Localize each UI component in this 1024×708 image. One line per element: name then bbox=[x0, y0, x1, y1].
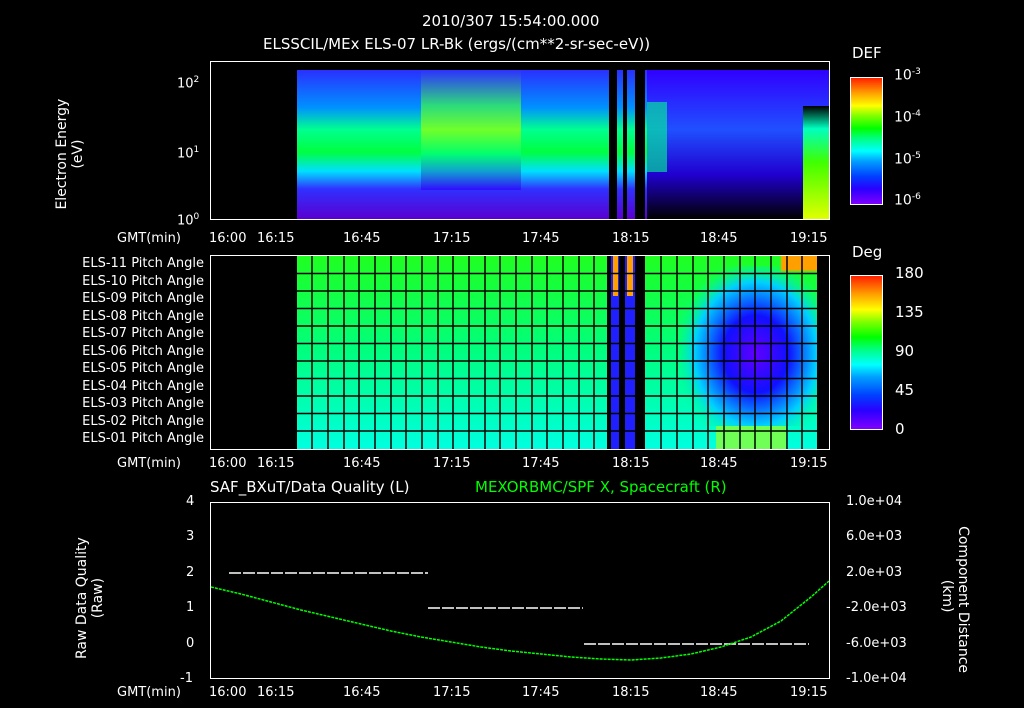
panel3-right-title: MEXORBMC/SPF X, Spacecraft (R) bbox=[475, 478, 727, 496]
deg-colorbar-title: Deg bbox=[852, 243, 883, 261]
panel1-time-tick: 17:45 bbox=[522, 231, 560, 246]
panel2-time-tick: 17:45 bbox=[522, 456, 560, 471]
plot-timestamp: 2010/307 15:54:00.000 bbox=[422, 12, 600, 30]
panel1-time-tick: 18:15 bbox=[612, 231, 650, 246]
left-ytick: -1 bbox=[180, 671, 193, 686]
panel2-time-tick: 19:15 bbox=[790, 456, 828, 471]
panel3-time-tick: 16:45 bbox=[343, 685, 381, 700]
panel3-time-tick: 16:15 bbox=[257, 685, 295, 700]
panel1-time-axis-label: GMT(min) bbox=[117, 231, 181, 246]
right-ytick: 1.0e+04 bbox=[846, 494, 903, 509]
pitch-angle-heatmap bbox=[210, 255, 830, 450]
panel1-time-tick: 18:45 bbox=[700, 231, 738, 246]
panel2-time-tick: 17:15 bbox=[433, 456, 471, 471]
deg-colorbar-tick: 45 bbox=[895, 381, 915, 399]
panel1-ytick-1: 100 bbox=[177, 212, 200, 229]
panel1-time-tick: 19:15 bbox=[790, 231, 828, 246]
right-ytick: 2.0e+03 bbox=[846, 565, 903, 580]
def-colorbar-tick-1e-3: 10-3 bbox=[894, 67, 921, 84]
deg-colorbar-tick: 90 bbox=[895, 342, 915, 360]
panel2-time-tick: 18:45 bbox=[700, 456, 738, 471]
left-ytick: 0 bbox=[186, 636, 195, 651]
def-colorbar bbox=[850, 77, 883, 205]
panel1-ylabel: Electron Energy (eV) bbox=[53, 98, 86, 210]
panel2-time-tick: 16:00 bbox=[209, 456, 247, 471]
row-label: ELS-05 Pitch Angle bbox=[82, 361, 204, 376]
pitch-angle-canvas bbox=[297, 256, 817, 449]
data-quality-series bbox=[229, 572, 809, 645]
energy-spectrogram-canvas bbox=[297, 70, 829, 219]
panel1-time-tick: 16:45 bbox=[343, 231, 381, 246]
row-label: ELS-09 Pitch Angle bbox=[82, 291, 204, 306]
panel3-time-tick: 18:45 bbox=[700, 685, 738, 700]
panel3-time-tick: 18:15 bbox=[612, 685, 650, 700]
panel3-left-ylabel: Raw Data Quality (Raw) bbox=[73, 537, 106, 659]
panel2-time-tick: 18:15 bbox=[612, 456, 650, 471]
right-ytick: 6.0e+03 bbox=[846, 529, 903, 544]
row-label: ELS-01 Pitch Angle bbox=[82, 431, 204, 446]
panel3-left-title: SAF_BXuT/Data Quality (L) bbox=[210, 478, 410, 496]
deg-colorbar-tick: 0 bbox=[895, 420, 905, 438]
energy-spectrogram bbox=[210, 61, 830, 220]
panel3-time-tick: 19:15 bbox=[790, 685, 828, 700]
row-label: ELS-08 Pitch Angle bbox=[82, 308, 204, 324]
panel3-time-tick: 17:15 bbox=[433, 685, 471, 700]
plot-subtitle: ELSSCIL/MEx ELS-07 LR-Bk (ergs/(cm**2-sr… bbox=[263, 35, 651, 53]
panel2-time-axis-label: GMT(min) bbox=[117, 456, 181, 471]
line-plot-canvas bbox=[211, 572, 829, 661]
right-ytick: -6.0e+03 bbox=[846, 636, 907, 651]
panel2-time-tick: 16:15 bbox=[257, 456, 295, 471]
def-colorbar-tick-1e-6: 10-6 bbox=[894, 192, 921, 209]
def-colorbar-tick-1e-4: 10-4 bbox=[894, 109, 921, 126]
def-colorbar-title: DEF bbox=[852, 44, 882, 62]
left-ytick: 4 bbox=[186, 494, 195, 509]
panel1-time-tick: 17:15 bbox=[433, 231, 471, 246]
row-label: ELS-03 Pitch Angle bbox=[82, 396, 204, 411]
row-label: ELS-10 Pitch Angle bbox=[82, 273, 204, 289]
spacecraft-x-series bbox=[211, 580, 829, 661]
panel3-time-axis-label: GMT(min) bbox=[117, 685, 181, 700]
pitch-angle-row-labels: ELS-11 Pitch Angle ELS-10 Pitch Angle EL… bbox=[62, 257, 204, 450]
def-colorbar-tick-1e-5: 10-5 bbox=[894, 151, 921, 168]
left-ytick: 3 bbox=[186, 529, 195, 544]
row-label: ELS-06 Pitch Angle bbox=[82, 343, 204, 359]
panel2-time-tick: 16:45 bbox=[343, 456, 381, 471]
panel1-time-tick: 16:00 bbox=[209, 231, 247, 246]
row-label: ELS-07 Pitch Angle bbox=[82, 326, 204, 341]
panel1-ytick-100: 102 bbox=[177, 75, 200, 92]
panel3-time-tick: 17:45 bbox=[522, 685, 560, 700]
row-label: ELS-04 Pitch Angle bbox=[82, 378, 204, 394]
panel3-right-ylabel: Component Distance (km) bbox=[939, 526, 972, 674]
deg-colorbar bbox=[850, 275, 883, 430]
deg-colorbar-tick: 135 bbox=[895, 303, 924, 321]
panel1-ytick-10: 101 bbox=[177, 145, 200, 162]
left-ytick: 2 bbox=[186, 565, 195, 580]
panel1-time-tick: 16:15 bbox=[257, 231, 295, 246]
right-ytick: -2.0e+03 bbox=[846, 600, 907, 615]
line-plot bbox=[210, 502, 830, 679]
panel3-time-tick: 16:00 bbox=[209, 685, 247, 700]
left-ytick: 1 bbox=[186, 600, 195, 615]
deg-colorbar-tick: 180 bbox=[895, 264, 924, 282]
pitch-grid bbox=[297, 272, 817, 432]
row-label: ELS-02 Pitch Angle bbox=[82, 413, 204, 429]
row-label: ELS-11 Pitch Angle bbox=[82, 256, 204, 271]
right-ytick: -1.0e+04 bbox=[846, 671, 907, 686]
